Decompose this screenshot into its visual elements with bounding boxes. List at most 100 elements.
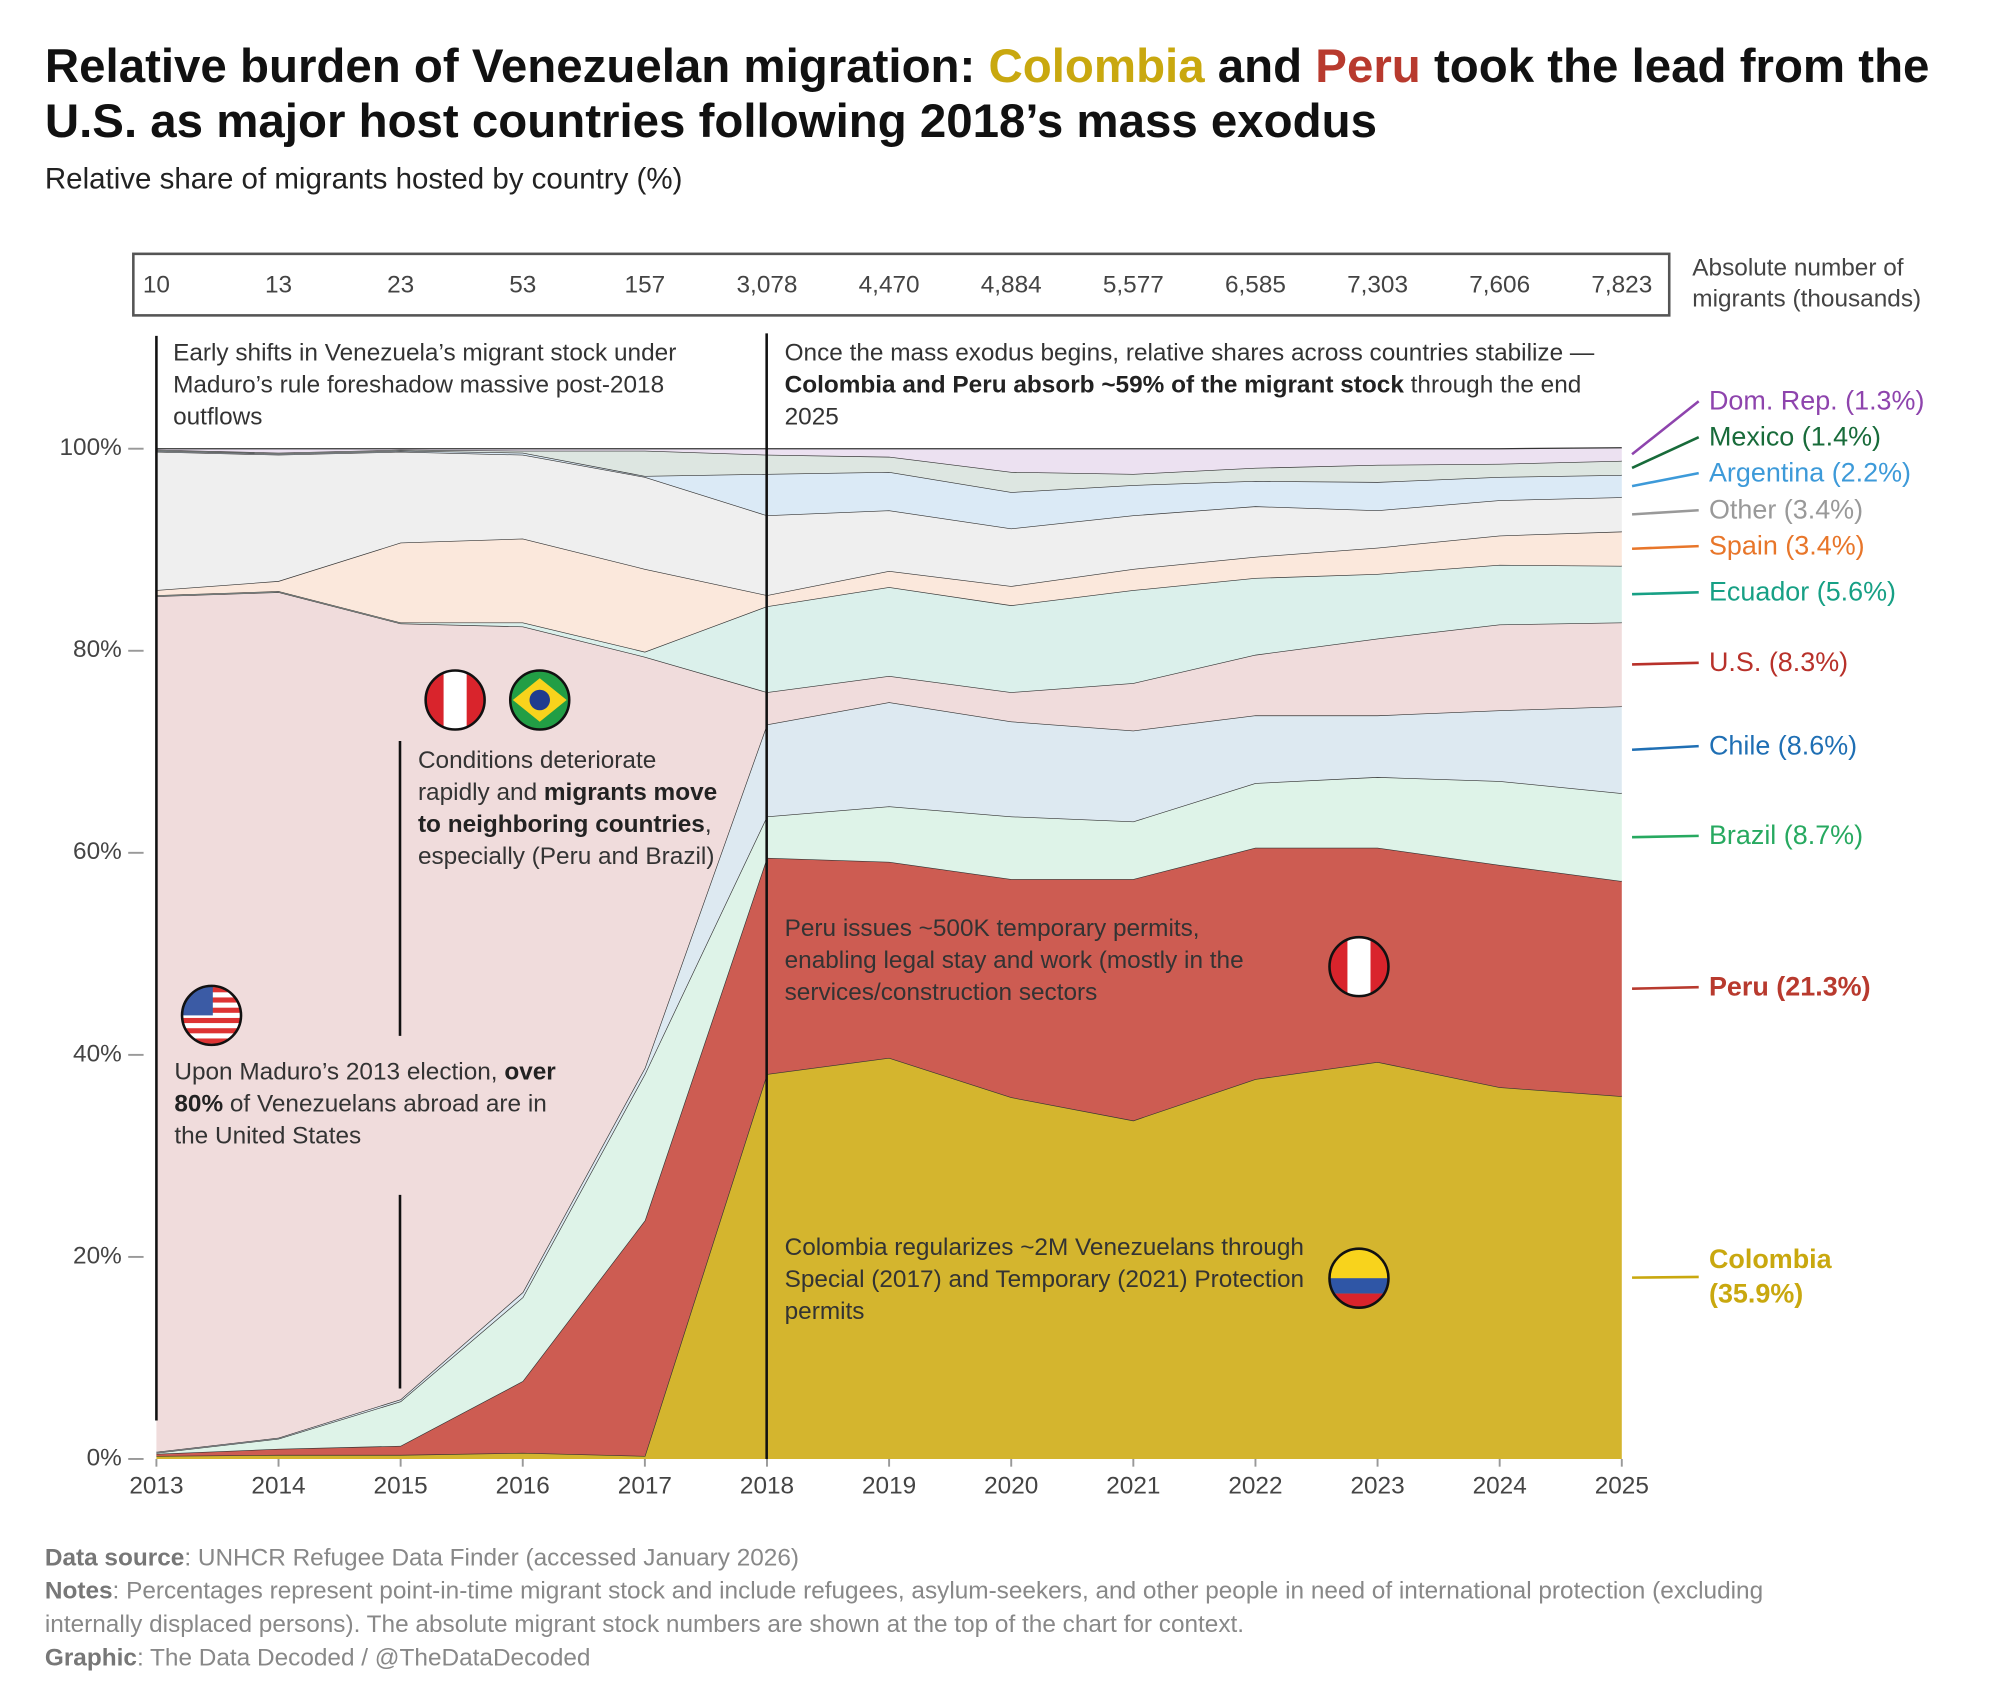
legend-label: Ecuador (5.6%)	[1708, 577, 1897, 608]
annotation-text: migrants move to neighboring countries	[417, 779, 718, 839]
legend-connector	[1632, 985, 1699, 990]
legend-label: Spain (3.4%)	[1708, 531, 1865, 561]
annotation: Peru issues ~500K temporary permits, ena…	[785, 913, 1298, 1009]
absolute-value: 4,884	[981, 271, 1042, 298]
x-tick-label: 2022	[1228, 1473, 1282, 1500]
annotation: Upon Maduro’s 2013 election, over 80% of…	[174, 1056, 565, 1152]
flag-us	[180, 984, 243, 1047]
y-tick-label: 0%	[87, 1444, 122, 1471]
x-tick-label: 2017	[618, 1473, 672, 1500]
legend-connector	[1631, 744, 1699, 752]
area	[156, 777, 1622, 1454]
annotation: Colombia regularizes ~2M Venezuelans thr…	[785, 1232, 1323, 1328]
x-tick-label: 2021	[1106, 1473, 1160, 1500]
x-tick-label: 2025	[1595, 1473, 1649, 1500]
absolute-value: 7,823	[1591, 271, 1652, 298]
y-tick-label: 80%	[73, 636, 122, 663]
flag-brazil	[508, 669, 571, 731]
x-tick-label: 2024	[1473, 1473, 1527, 1500]
area	[156, 449, 1622, 493]
area	[156, 847, 1622, 1456]
absolute-value: 53	[509, 271, 536, 298]
legend-label: Dom. Rep. (1.3%)	[1708, 386, 1925, 417]
legend-connector	[1632, 544, 1699, 551]
legend-label: Chile (8.6%)	[1708, 731, 1858, 761]
legend-connector	[1632, 661, 1699, 666]
absolute-value: 23	[387, 271, 414, 298]
area	[156, 702, 1622, 1453]
axes: 0% 20% 40% 60% 80% 100% 2013 2014 2015 2016 2017 20…	[60, 271, 1700, 1500]
absolute-value: 5,577	[1103, 271, 1164, 298]
footer-text: Data source	[44, 1544, 185, 1572]
area	[156, 1057, 1622, 1459]
area-edge	[156, 447, 1622, 450]
y-tick-label: 60%	[73, 838, 122, 865]
legend-label: Colombia (35.9%)	[1708, 1244, 1832, 1309]
title-part: Relative burden of Venezuelan migration:	[44, 39, 989, 93]
absolute-value: 6,585	[1225, 271, 1286, 298]
annotation-text: Conditions deteriorate rapidly and	[417, 747, 657, 807]
title-part: Peru	[1315, 39, 1421, 93]
x-tick-label: 2014	[251, 1473, 305, 1500]
x-tick-label: 2023	[1350, 1473, 1404, 1500]
annotation-text: of Venezuelans abroad are in the United …	[174, 1091, 547, 1150]
footer-line: Notes: Percentages represent point-in-ti…	[45, 1576, 1827, 1643]
legend-connector	[1632, 834, 1699, 839]
title-part: took the lead from the U.S. as major hos…	[44, 39, 1930, 148]
legend-label: Brazil (8.7%)	[1708, 821, 1864, 851]
annotation-text: Peru issues ~500K temporary permits, ena…	[784, 915, 1244, 1007]
legend-label: Peru (21.3%)	[1708, 972, 1871, 1002]
y-tick-label: 100%	[60, 434, 122, 461]
x-tick-label: 2013	[129, 1473, 183, 1500]
annotation-text: Colombia and Peru absorb ~59% of the mig…	[784, 371, 1404, 399]
area	[156, 531, 1622, 652]
footer: Data source: UNHCR Refugee Data Finder (…	[45, 1542, 1827, 1675]
area	[156, 447, 1622, 474]
legend-connector	[1631, 400, 1700, 456]
annotation-box	[164, 1044, 572, 1197]
legend-connector	[1632, 1275, 1699, 1279]
footer-text: : Percentages represent point-in-time mi…	[44, 1578, 1764, 1639]
footer-text: Graphic	[44, 1644, 137, 1672]
x-tick-label: 2016	[496, 1473, 550, 1500]
x-tick-label: 2020	[984, 1473, 1038, 1500]
chart-subtitle: Relative share of migrants hosted by cou…	[44, 161, 683, 195]
legend-label: Mexico (1.4%)	[1708, 422, 1882, 452]
annotation-text: Colombia regularizes ~2M Venezuelans thr…	[784, 1234, 1305, 1326]
legend-connector	[1631, 471, 1699, 488]
annotation: Early shifts in Venezuela’s migrant stoc…	[173, 337, 686, 433]
area	[156, 592, 1622, 1452]
annotation-text: over 80%	[174, 1058, 556, 1118]
legend-connector	[1631, 436, 1700, 470]
areas	[156, 447, 1622, 1459]
annotation: Once the mass exodus begins, relative sh…	[785, 337, 1606, 433]
footer-text: : The Data Decoded / @TheDataDecoded	[136, 1644, 591, 1672]
annotation-lines	[155, 333, 768, 1459]
absolute-box	[132, 252, 1671, 317]
absolute-value: 157	[625, 271, 666, 298]
y-tick-label: 20%	[73, 1242, 122, 1269]
absolute-value: 7,606	[1469, 271, 1530, 298]
annotation-text: Early shifts in Venezuela’s migrant stoc…	[173, 339, 677, 431]
absolute-value: 4,470	[859, 271, 920, 298]
absolute-value: 7,303	[1347, 271, 1408, 298]
title-part: and	[1204, 39, 1316, 93]
footer-line: Graphic: The Data Decoded / @TheDataDeco…	[45, 1642, 1827, 1675]
legend-connector	[1632, 591, 1699, 596]
flag-peru	[1328, 935, 1390, 998]
title-part: Colombia	[988, 39, 1205, 93]
absolute-value: 3,078	[737, 271, 798, 298]
x-tick-label: 2019	[862, 1473, 916, 1500]
legend-label: U.S. (8.3%)	[1708, 648, 1849, 678]
annotation-text: Once the mass exodus begins, relative sh…	[784, 339, 1595, 367]
absolute-label: Absolute number of migrants (thousands)	[1692, 255, 1922, 313]
annotation-text: through the end 2025	[784, 371, 1582, 431]
footer-line: Data source: UNHCR Refugee Data Finder (…	[45, 1542, 1827, 1575]
chart-title: Relative burden of Venezuelan migration:…	[45, 38, 1968, 148]
area	[156, 451, 1622, 596]
absolute-value: 10	[143, 271, 170, 298]
legend-label: Argentina (2.2%)	[1708, 458, 1912, 488]
legend-connector	[1631, 508, 1699, 516]
